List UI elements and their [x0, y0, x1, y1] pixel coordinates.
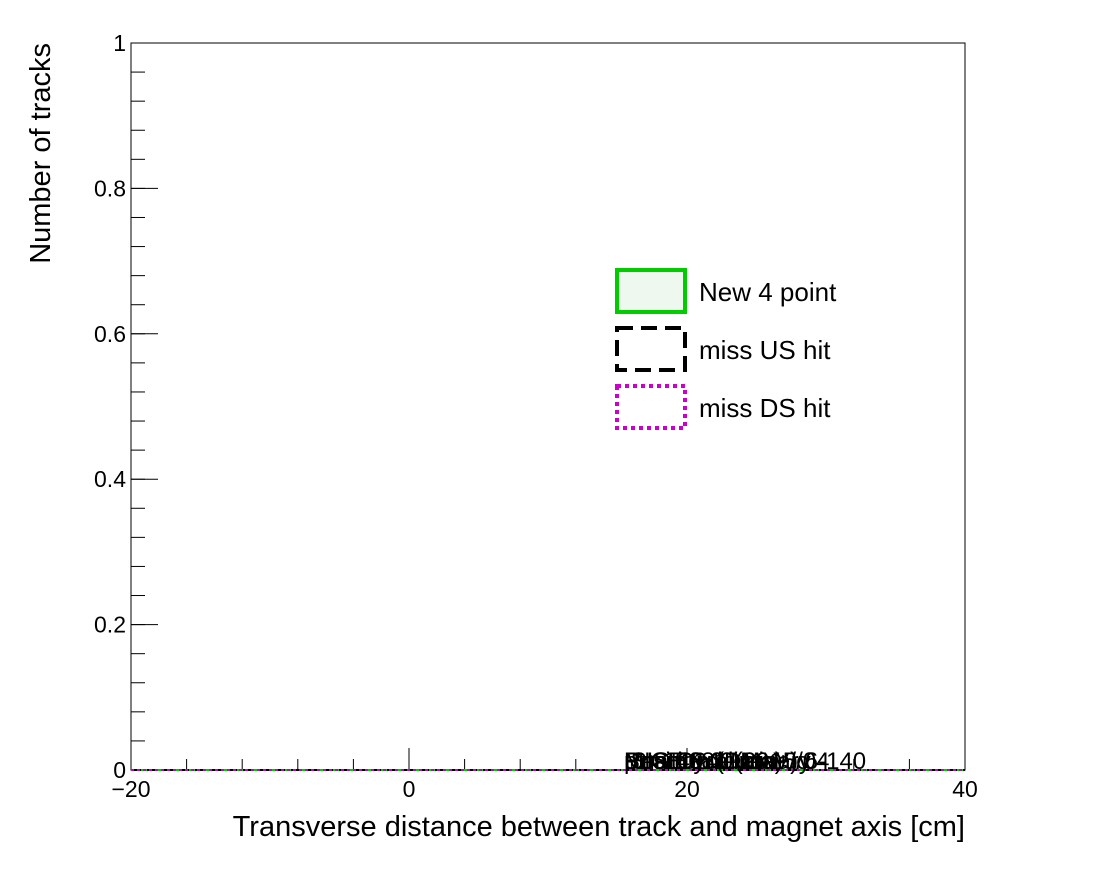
legend-label: miss US hit — [699, 335, 831, 365]
x-tick-label: 0 — [403, 776, 416, 802]
y-tick-label: 0.4 — [94, 466, 126, 492]
annotation-label: Position (Data) — [624, 748, 783, 775]
legend-swatch-1 — [615, 326, 687, 372]
legend: New 4 point miss US hit miss DS hit — [615, 268, 837, 430]
annotation-label: Run 8681 (mu+) 6-140 — [624, 748, 866, 775]
annotation-label: Beam 140 MeV/c — [624, 748, 808, 775]
x-axis: −20 0 20 40 — [111, 748, 978, 802]
annotation-label: ISIS Cycle 2015/04 — [624, 748, 829, 775]
y-tick-label: 0.8 — [94, 175, 126, 201]
legend-swatch-0 — [615, 268, 687, 314]
x-axis-title: Transverse distance between track and ma… — [233, 811, 965, 843]
x-tick-label: −20 — [111, 776, 150, 802]
y-axis: 0 0.2 0.4 0.6 0.8 1 — [94, 30, 158, 783]
x-tick-label: 40 — [952, 776, 978, 802]
y-axis-title: Number of tracks — [25, 43, 57, 264]
y-tick-label: 1 — [113, 30, 126, 56]
y-tick-label: 0.2 — [94, 612, 126, 638]
annotation-label: pz>140.0 MeV — [624, 748, 779, 775]
y-tick-label: 0.6 — [94, 321, 126, 347]
annotation-label: MICE Preliminary — [624, 748, 811, 775]
x-tick-label: 20 — [674, 776, 700, 802]
legend-label: New 4 point — [699, 277, 837, 307]
plot-frame — [130, 42, 966, 771]
legend-label: miss DS hit — [699, 393, 831, 423]
y-tick-label: 0 — [113, 757, 126, 783]
legend-swatch-2 — [615, 384, 687, 430]
